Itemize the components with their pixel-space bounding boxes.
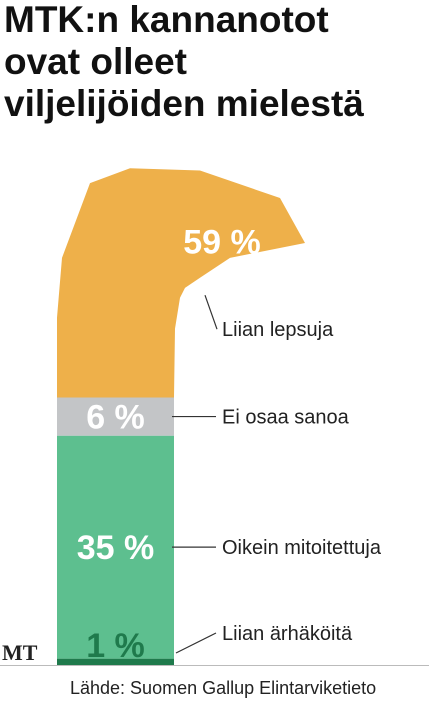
source: Lähde: Suomen Gallup Elintarviketieto <box>70 678 376 698</box>
logo: MT <box>2 640 38 665</box>
category-label: Liian lepsuja <box>222 319 334 341</box>
leader <box>175 632 217 654</box>
category-label: Oikein mitoitettuja <box>222 537 382 559</box>
value-label: 59 % <box>183 224 261 262</box>
chart-title: ovat olleet <box>4 41 187 82</box>
category-label: Ei osaa sanoa <box>222 407 350 429</box>
segment <box>57 658 174 665</box>
chart-title: MTK:n kannanotot <box>4 0 329 40</box>
segment <box>57 168 305 398</box>
chart-title: viljelijöiden mielestä <box>4 83 364 124</box>
category-label: Liian ärhäköitä <box>222 623 353 645</box>
value-label: 6 % <box>86 399 145 437</box>
leader <box>204 295 218 330</box>
segment <box>57 435 174 659</box>
value-label: 1 % <box>86 627 145 665</box>
value-label: 35 % <box>77 529 155 567</box>
segment <box>57 397 174 436</box>
